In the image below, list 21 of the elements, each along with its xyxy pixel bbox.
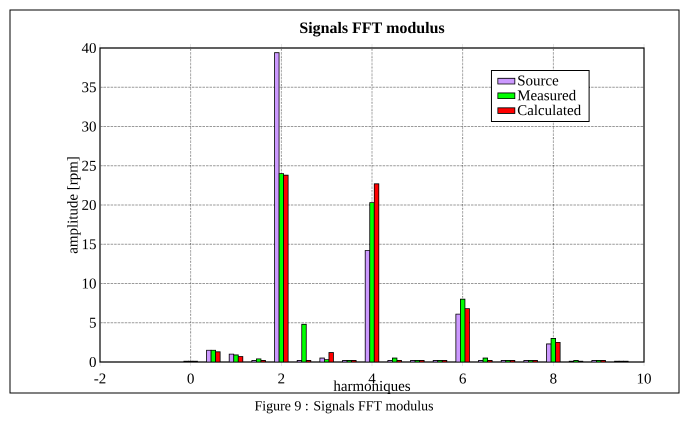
legend-label: Measured bbox=[518, 90, 576, 100]
y-tick-label: 5 bbox=[90, 318, 96, 328]
legend-label: Source bbox=[518, 75, 558, 86]
x-tick-label: -2 bbox=[94, 373, 106, 384]
y-tick-label: 20 bbox=[82, 200, 96, 210]
y-tick-label: 35 bbox=[82, 82, 96, 92]
y-tick-label: 0 bbox=[90, 356, 96, 368]
y-tick-label: 30 bbox=[82, 121, 96, 132]
caption: Figure 9 : Signals FFT modulus bbox=[254, 400, 434, 414]
y-axis-title: amplitude [rpm] bbox=[67, 157, 81, 254]
y-tick-label: 40 bbox=[82, 42, 96, 54]
y-tick-label: 15 bbox=[82, 239, 96, 250]
y-tick-label: 25 bbox=[82, 160, 96, 171]
x-tick-label: 0 bbox=[187, 373, 194, 384]
chart-title: Signals FFT modulus bbox=[300, 22, 444, 37]
y-tick-label: 10 bbox=[82, 278, 96, 289]
x-tick-label: 2 bbox=[278, 373, 284, 384]
x-tick-label: 10 bbox=[638, 373, 651, 384]
x-tick-label: 8 bbox=[550, 373, 557, 384]
legend-label: Calculated bbox=[518, 104, 581, 116]
x-tick-label: 6 bbox=[460, 373, 466, 384]
